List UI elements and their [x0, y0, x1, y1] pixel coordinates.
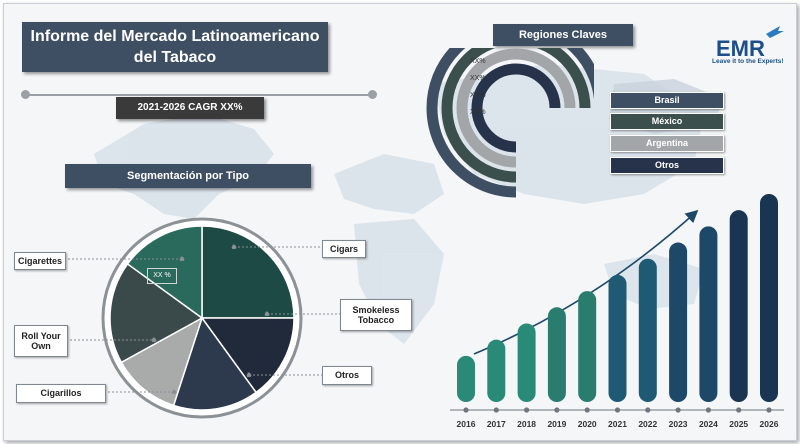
- bar-2016: [457, 355, 475, 402]
- pie-connectors: [64, 244, 340, 395]
- bar-2018: [517, 323, 536, 402]
- label-cigarillos: Cigarillos: [16, 384, 106, 403]
- segmentation-title: Segmentación por Tipo: [65, 164, 311, 188]
- logo-tagline: Leave it to the Experts!: [712, 58, 784, 65]
- bar-2022: [638, 258, 657, 402]
- bar-2023: [669, 242, 688, 402]
- region-arc-mxico: [441, 48, 591, 183]
- axis-dot-2016: [463, 407, 469, 413]
- pie-slice-cigarillos: [109, 262, 204, 364]
- pie-data-label: XX %: [147, 268, 177, 284]
- bar-2020: [578, 291, 597, 402]
- pie-slice-smokeless-tobacco: [172, 316, 258, 411]
- bar-2024: [699, 226, 718, 402]
- timeline-line: [25, 94, 373, 96]
- label-cigarettes: Cigarettes: [14, 252, 66, 270]
- pie-slice-otros: [120, 316, 204, 407]
- region-arc-brasil: [426, 48, 594, 198]
- emr-logo: EMR Leave it to the Experts!: [710, 22, 790, 70]
- legend-argentina: Argentina: [610, 135, 724, 152]
- label-otros: Otros: [322, 366, 372, 385]
- legend-brasil: Brasil: [610, 92, 724, 109]
- pie-slice-cigarettes: [201, 225, 295, 319]
- label-roll-your-own: Roll Your Own: [14, 325, 68, 357]
- growth-bar-chart: 2016 2017 2018 2019 2020 2021 2022 2023 2024 2025…: [450, 194, 784, 429]
- x-tick-label-2016: 2016: [457, 419, 476, 429]
- timeline-dot-right: [368, 90, 377, 99]
- page-title: Informe del Mercado Latinoamericano del …: [22, 22, 328, 72]
- x-tick-label-2018: 2018: [517, 419, 536, 429]
- bar-2017: [487, 339, 506, 402]
- cagr-badge: 2021-2026 CAGR XX%: [116, 97, 264, 119]
- region-value-argentina: XX%: [470, 92, 486, 99]
- x-tick-label-2026: 2026: [760, 419, 779, 429]
- legend-otros: Otros: [610, 157, 724, 174]
- bar-2021: [608, 274, 627, 402]
- label-smokeless-tobacco: Smokeless Tobacco: [340, 299, 412, 331]
- axis-dot-2025: [736, 407, 742, 413]
- timeline-dot-left: [21, 90, 30, 99]
- infographic-frame: Informe del Mercado Latinoamericano del …: [3, 3, 797, 441]
- region-arc-otros: [471, 63, 561, 153]
- regions-radial-chart: [426, 48, 594, 198]
- bar-2019: [547, 307, 566, 402]
- bar-2026: [760, 194, 778, 402]
- pie-slice-cigars: [200, 317, 295, 394]
- axis-dot-2018: [524, 407, 530, 413]
- x-tick-label-2020: 2020: [578, 419, 597, 429]
- axis-dot-2022: [645, 407, 651, 413]
- axis-dot-2017: [493, 407, 499, 413]
- emr-logo-icon: EMR: [716, 26, 784, 61]
- regions-title: Regiones Claves: [493, 24, 633, 46]
- axis-dot-2023: [675, 407, 681, 413]
- region-value-otros: XX%: [470, 109, 486, 116]
- axis-dot-2024: [705, 407, 711, 413]
- axis-dot-2026: [766, 407, 772, 413]
- region-value-brasil: XX%: [470, 58, 486, 65]
- region-arc-argentina: [456, 48, 576, 168]
- bar-2025: [729, 210, 748, 402]
- axis-dot-2019: [554, 407, 560, 413]
- region-value-mexico: XX%: [470, 75, 486, 82]
- x-tick-label-2022: 2022: [638, 419, 657, 429]
- x-tick-label-2019: 2019: [547, 419, 566, 429]
- x-tick-label-2017: 2017: [487, 419, 506, 429]
- legend-mexico: México: [610, 113, 724, 130]
- type-pie-chart: [101, 217, 303, 419]
- label-cigars: Cigars: [322, 240, 366, 258]
- x-tick-label-2023: 2023: [669, 419, 688, 429]
- x-tick-label-2021: 2021: [608, 419, 627, 429]
- axis-dot-2020: [584, 407, 590, 413]
- x-tick-label-2025: 2025: [729, 419, 748, 429]
- svg-text:EMR: EMR: [716, 36, 765, 61]
- x-tick-label-2024: 2024: [699, 419, 718, 429]
- axis-dot-2021: [614, 407, 621, 413]
- pie-slice-roll-your-own: [126, 225, 203, 320]
